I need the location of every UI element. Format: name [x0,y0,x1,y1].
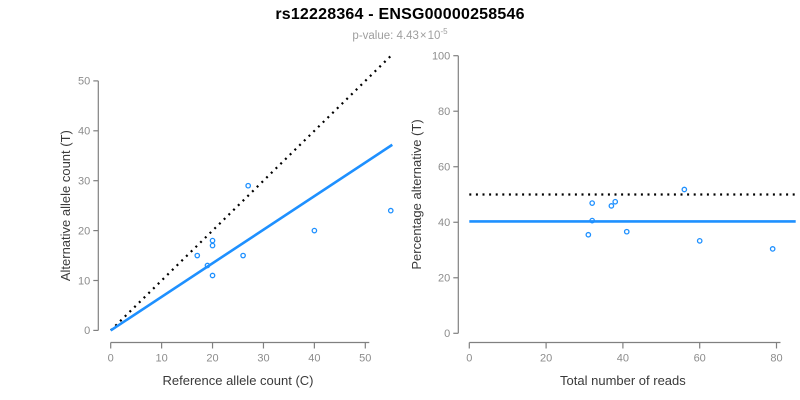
y-tick-label: 20 [78,225,90,237]
y-tick-label: 80 [438,106,450,118]
pvalue-base: 10 [427,29,441,42]
data-point [209,242,216,249]
y-axis-title: Percentage alternative (T) [409,119,424,269]
pvalue-text: p-value: 4.43 [352,29,419,42]
pvalue-exponent: -5 [440,27,448,36]
y-tick-label: 40 [78,126,90,138]
data-point [696,238,703,244]
y-tick-label: 10 [78,275,90,287]
data-point [194,252,201,259]
x-axis-title: Total number of reads [560,373,686,388]
data-point [204,262,211,269]
chart-panel-percentage-alternative: 0 20 40 60 80 100 0 20 40 60 80 Total number of rea… [409,51,796,388]
x-tick-label: 10 [155,353,167,365]
data-point [311,227,318,234]
multiplication-sign: × [419,29,427,42]
x-tick-label: 60 [694,353,706,365]
y-axis-title: Alternative allele count (T) [58,130,73,281]
x-tick-label: 40 [308,353,320,365]
y-tick-label: 30 [78,176,90,188]
x-tick-label: 40 [617,353,629,365]
plot-subtitle: p-value: 4.43×10-5 [0,27,800,42]
x-tick-label: 30 [257,353,269,365]
data-point [769,246,776,252]
data-point [681,186,688,193]
data-point [585,231,592,238]
data-point [209,272,216,279]
identity-line [109,55,392,332]
x-tick-label: 20 [540,353,552,365]
y-tick-label: 0 [84,325,90,337]
data-point [387,207,394,214]
data-point [612,198,619,205]
data-point [209,237,216,244]
y-tick-label: 0 [444,328,450,340]
x-tick-label: 0 [466,353,472,365]
x-tick-label: 20 [206,353,218,365]
data-point [623,228,630,235]
data-point [245,182,252,189]
x-axis-title: Reference allele count (C) [162,373,313,388]
y-tick-label: 50 [78,76,90,88]
plot-title: rs12228364 - ENSG00000258546 [275,6,525,23]
fit-line [109,143,394,332]
data-point [608,203,615,209]
x-tick-label: 80 [770,353,782,365]
data-point [589,200,596,206]
y-tick-label: 100 [432,51,450,63]
y-tick-label: 60 [438,162,450,174]
y-tick-label: 20 [438,273,450,285]
x-tick-label: 0 [108,353,114,365]
y-tick-label: 40 [438,217,450,229]
x-tick-label: 50 [359,353,371,365]
chart-panel-allele-counts: 0 10 20 30 40 50 0 10 20 30 40 50 Reference allele c… [58,55,394,388]
data-point [589,217,596,224]
data-point [240,252,246,259]
